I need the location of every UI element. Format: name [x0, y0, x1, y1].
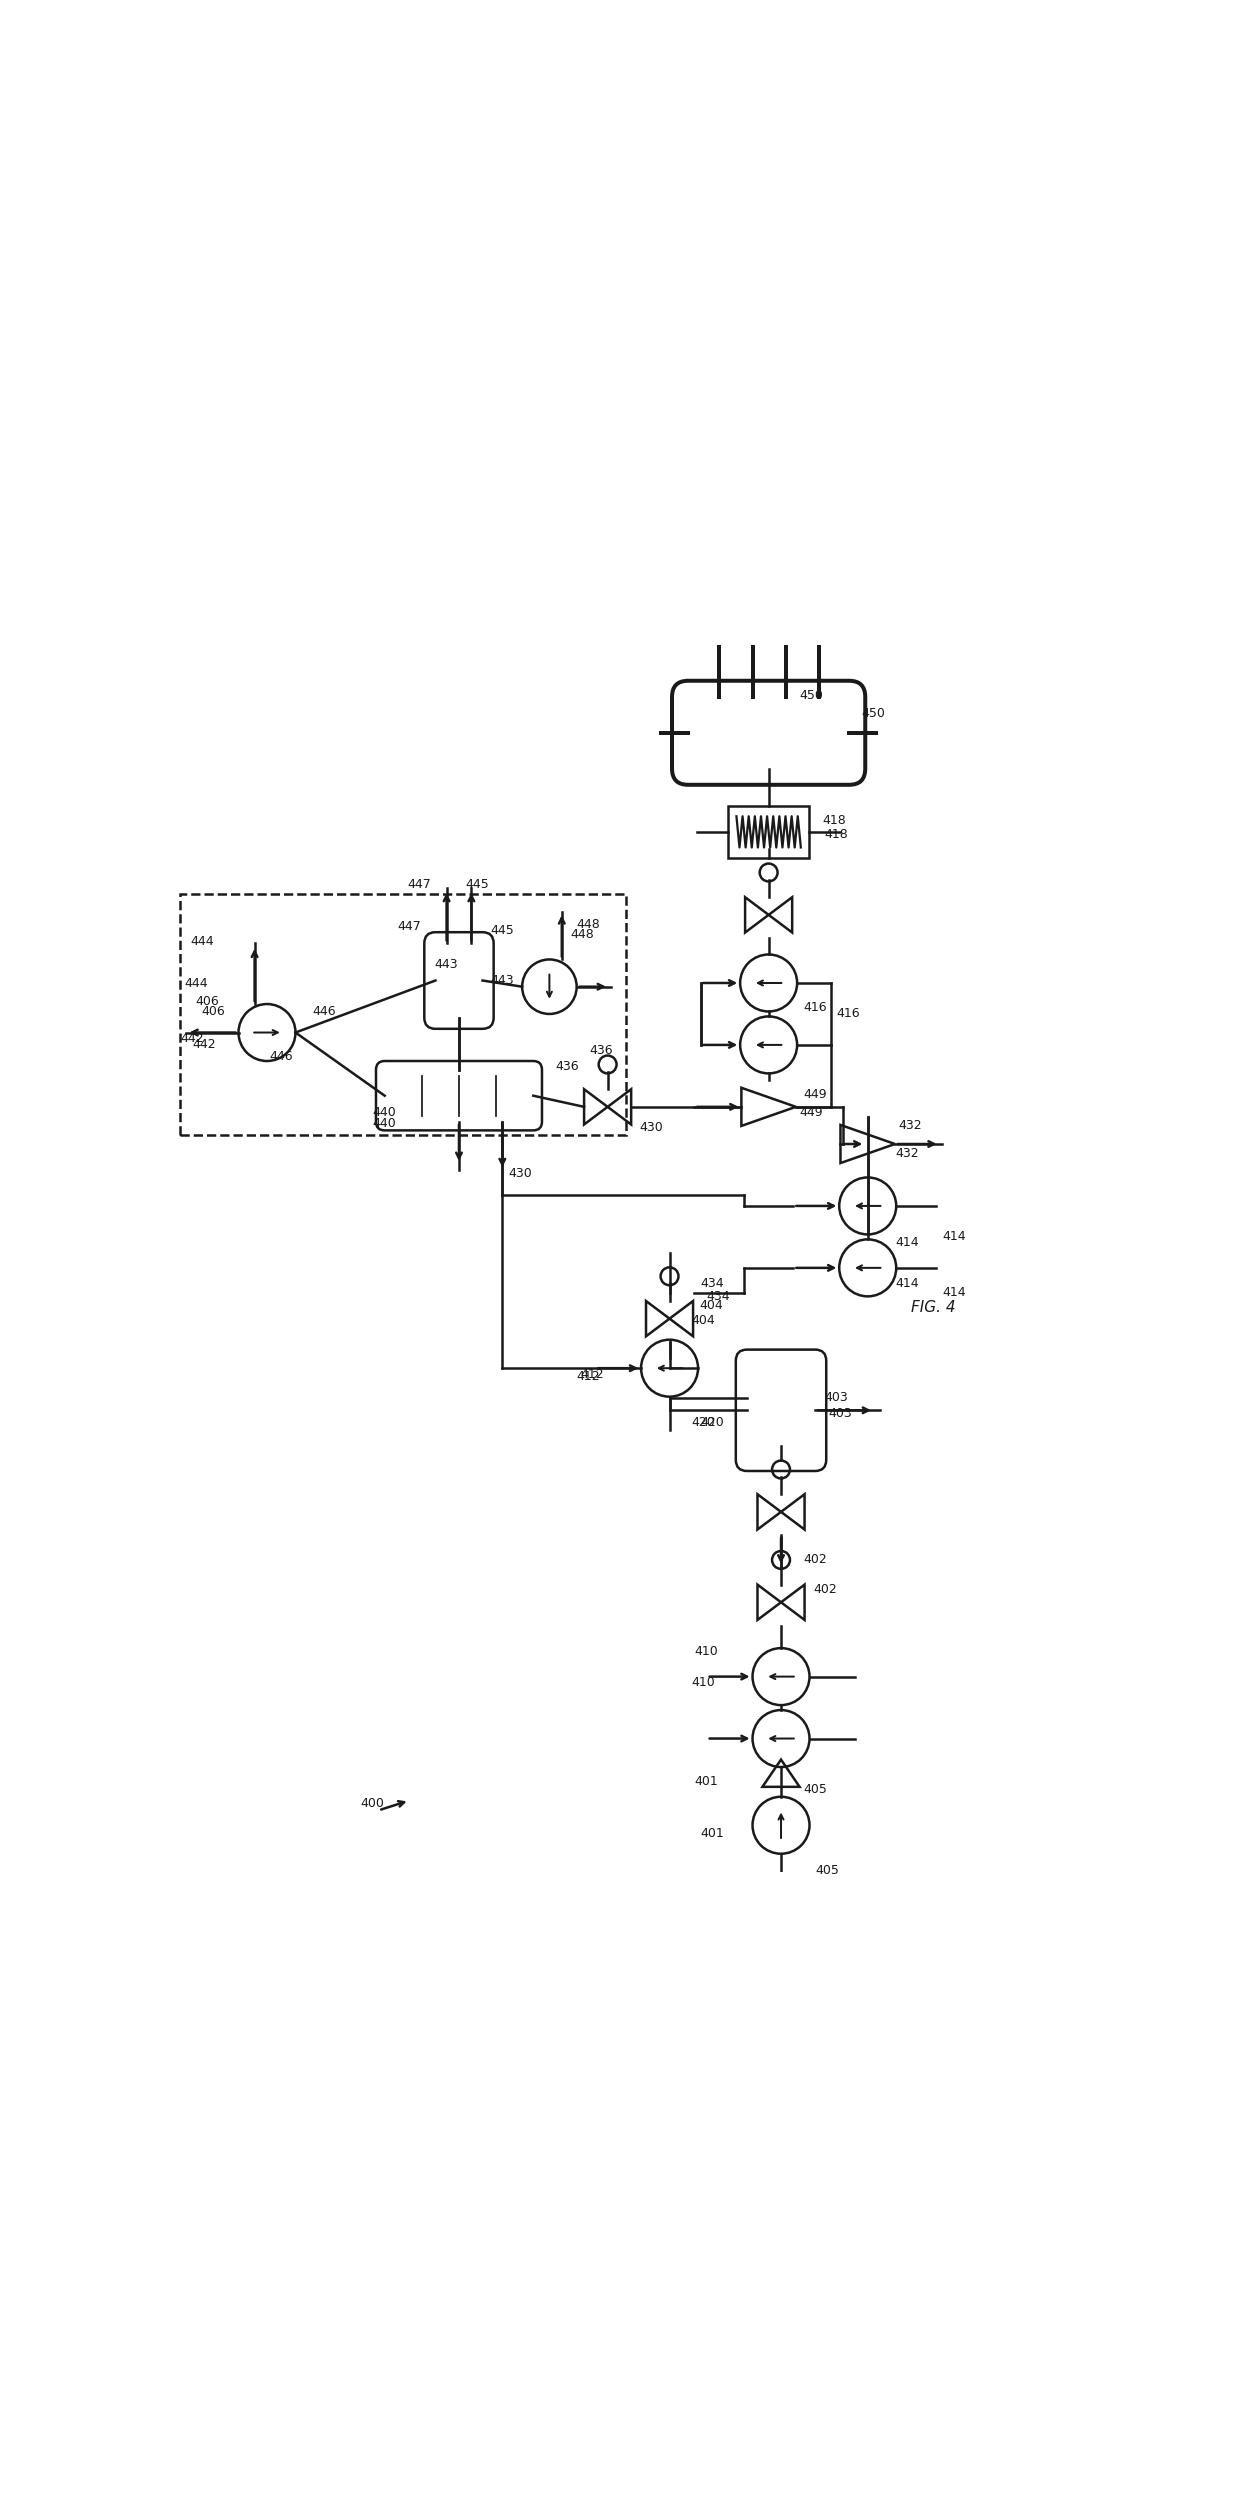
Text: 444: 444: [190, 935, 213, 947]
Text: 405: 405: [816, 1864, 839, 1877]
Text: 402: 402: [804, 1554, 827, 1566]
Text: 436: 436: [589, 1045, 613, 1058]
Text: 406: 406: [201, 1005, 226, 1017]
Text: 418: 418: [825, 827, 848, 840]
Text: 430: 430: [640, 1120, 663, 1135]
Text: 432: 432: [899, 1118, 923, 1133]
Text: 440: 440: [372, 1118, 396, 1130]
Text: 440: 440: [372, 1105, 396, 1120]
Text: 416: 416: [837, 1007, 861, 1020]
Text: 434: 434: [707, 1291, 730, 1303]
Text: 414: 414: [942, 1286, 966, 1298]
Text: 410: 410: [694, 1644, 718, 1659]
Text: 450: 450: [862, 707, 885, 719]
Text: 444: 444: [184, 977, 207, 990]
Bar: [728, 807, 808, 857]
Text: 412: 412: [577, 1371, 600, 1383]
Text: 414: 414: [895, 1235, 919, 1250]
Text: 430: 430: [508, 1168, 532, 1180]
Text: 420: 420: [701, 1416, 724, 1428]
Text: 403: 403: [825, 1391, 848, 1403]
Text: 416: 416: [804, 1000, 827, 1015]
Text: 404: 404: [692, 1313, 715, 1328]
Text: 434: 434: [701, 1278, 724, 1291]
Text: 401: 401: [694, 1774, 718, 1789]
Text: 449: 449: [804, 1088, 827, 1100]
Text: 448: 448: [577, 917, 600, 930]
Text: 432: 432: [895, 1148, 919, 1160]
Text: 448: 448: [570, 927, 594, 940]
Text: 420: 420: [692, 1416, 715, 1428]
Text: 449: 449: [800, 1105, 823, 1120]
Text: 436: 436: [556, 1060, 579, 1073]
Text: FIG. 4: FIG. 4: [911, 1301, 956, 1316]
Text: 402: 402: [813, 1584, 837, 1596]
Text: 443: 443: [490, 975, 513, 987]
Text: 414: 414: [942, 1230, 966, 1243]
Bar: [180, 895, 626, 1135]
Text: 446: 446: [269, 1050, 293, 1063]
Text: 418: 418: [822, 814, 846, 827]
Text: 445: 445: [465, 877, 489, 892]
Text: 412: 412: [580, 1368, 604, 1381]
Text: 403: 403: [828, 1408, 852, 1421]
Text: 442: 442: [192, 1037, 216, 1050]
Text: 442: 442: [180, 1032, 203, 1045]
Text: 410: 410: [692, 1677, 715, 1689]
Text: 401: 401: [701, 1827, 724, 1839]
Text: 445: 445: [490, 925, 513, 937]
Text: 447: 447: [407, 877, 430, 892]
Text: 404: 404: [699, 1301, 723, 1313]
Text: 414: 414: [895, 1278, 919, 1291]
Text: 443: 443: [434, 957, 458, 970]
Text: 446: 446: [312, 1005, 336, 1017]
Text: 447: 447: [397, 920, 420, 932]
Text: 405: 405: [804, 1782, 827, 1794]
Text: 406: 406: [195, 995, 219, 1007]
Text: 450: 450: [800, 689, 823, 702]
Text: 400: 400: [360, 1797, 383, 1809]
